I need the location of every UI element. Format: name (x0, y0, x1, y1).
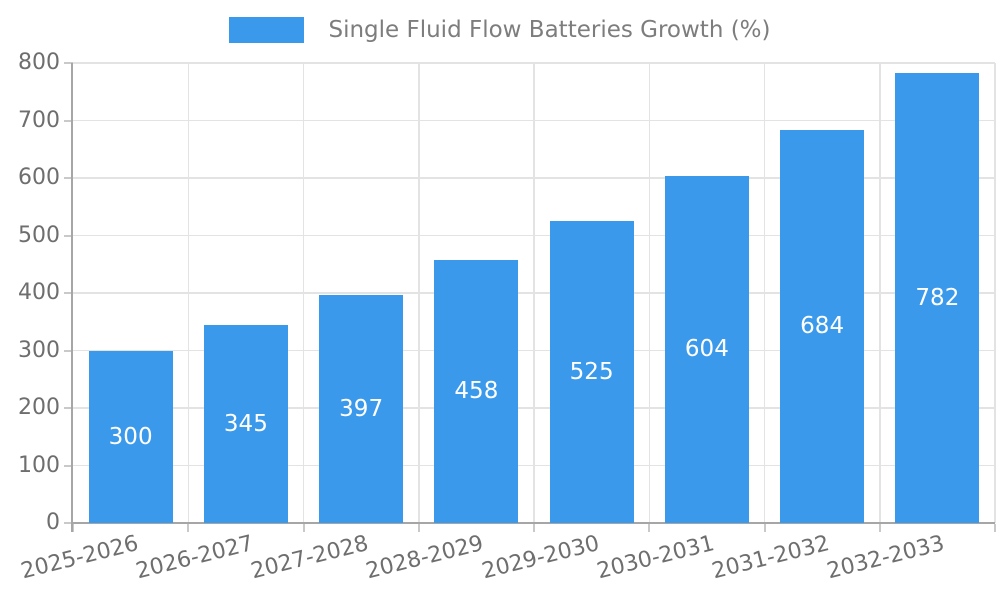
y-axis-tick (64, 62, 73, 64)
y-axis-tick (64, 349, 73, 352)
bar-value-label: 525 (569, 359, 614, 386)
bar (434, 259, 519, 523)
gridline-vertical (648, 63, 650, 523)
legend-series-label: Single Fluid Flow Batteries Growth (%) (328, 17, 771, 43)
y-axis-tick (64, 522, 73, 524)
x-axis-category-label: 2030-2031 (594, 531, 717, 585)
bar-value-label: 397 (339, 395, 384, 422)
y-axis-tick-label: 500 (18, 222, 60, 248)
x-axis-tick (187, 524, 190, 532)
y-axis-tick-label: 100 (18, 452, 60, 478)
bar (549, 221, 634, 523)
gridline-vertical (879, 63, 881, 523)
x-axis-category-label: 2032-2033 (825, 531, 948, 585)
x-axis-tick (417, 524, 420, 532)
y-axis-tick (64, 464, 73, 467)
bar (203, 324, 288, 523)
bar (895, 73, 980, 523)
x-axis-tick (994, 524, 996, 532)
y-axis-tick-label: 300 (18, 337, 60, 363)
x-axis-line (71, 522, 995, 524)
x-axis-category-label: 2027-2028 (248, 531, 372, 585)
bar-value-label: 300 (108, 423, 153, 450)
x-axis-tick (72, 524, 74, 532)
y-axis-tick (64, 119, 73, 122)
y-axis-tick (64, 292, 73, 294)
y-axis-tick-label: 0 (46, 510, 60, 535)
legend-color-swatch (229, 17, 305, 43)
bar (780, 129, 865, 523)
x-axis-tick (763, 524, 766, 532)
bar (319, 294, 404, 523)
y-axis-tick-label: 800 (18, 50, 60, 75)
y-axis-tick-label: 600 (18, 165, 60, 190)
x-axis-tick (533, 524, 535, 532)
bar-value-label: 458 (454, 378, 499, 405)
y-axis-tick-label: 400 (18, 280, 60, 305)
x-axis-tick (648, 524, 651, 532)
gridline-vertical (302, 63, 305, 523)
gridline-vertical (994, 63, 996, 523)
y-axis-tick (64, 177, 73, 179)
y-axis-tick-label: 200 (18, 395, 60, 420)
gridline-vertical (187, 63, 189, 523)
x-axis-tick (302, 524, 305, 532)
y-axis-line (71, 63, 73, 532)
bar (664, 175, 749, 523)
x-axis-category-label: 2029-2030 (479, 531, 602, 585)
gridline-vertical (418, 63, 420, 523)
bar-value-label: 684 (800, 313, 845, 340)
gridline-vertical (533, 63, 535, 523)
x-axis-tick (878, 524, 881, 532)
bar-value-label: 782 (915, 285, 960, 312)
bar (88, 350, 173, 523)
y-axis-tick (64, 234, 73, 237)
bar-value-label: 604 (684, 336, 729, 363)
x-axis-category-label: 2031-2032 (709, 531, 833, 585)
bar-value-label: 345 (223, 410, 268, 437)
y-axis-tick-label: 700 (18, 107, 60, 133)
x-axis-category-label: 2026-2027 (133, 531, 256, 585)
x-axis-category-label: 2025-2026 (18, 531, 141, 585)
chart-legend: Single Fluid Flow Batteries Growth (%) (0, 17, 1000, 43)
x-axis-category-label: 2028-2029 (364, 531, 487, 585)
y-axis-tick (64, 407, 73, 409)
gridline-vertical (763, 63, 766, 523)
